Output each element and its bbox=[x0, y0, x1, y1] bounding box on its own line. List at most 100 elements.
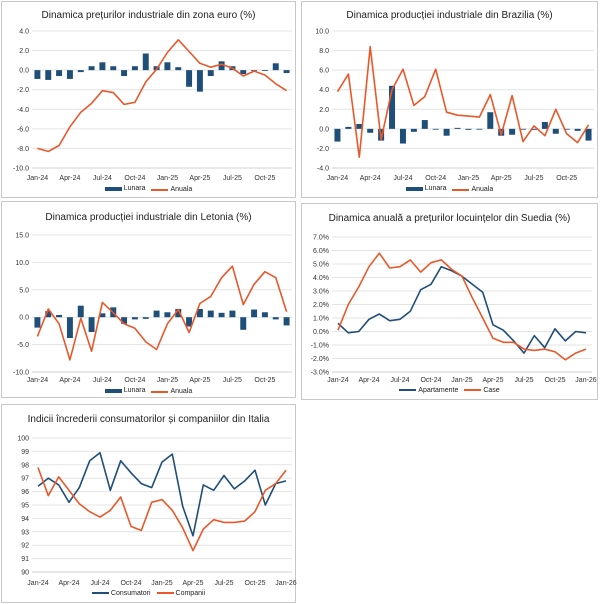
bar-lunara bbox=[399, 128, 406, 144]
y-tick-label: 95 bbox=[21, 503, 29, 510]
bar-lunara bbox=[142, 53, 149, 71]
x-tick-label: Jan-24 bbox=[27, 175, 49, 182]
legend-label: Case bbox=[483, 386, 500, 394]
bar-lunara bbox=[164, 312, 171, 318]
bar-lunara bbox=[99, 62, 106, 71]
y-tick-label: 15.0 bbox=[15, 233, 29, 240]
y-tick-label: 2.0% bbox=[313, 302, 329, 309]
x-tick-label: Jul-25 bbox=[214, 580, 233, 587]
chart-legend: Lunara Anuala bbox=[2, 387, 295, 395]
legend-label: Consumatori bbox=[110, 589, 151, 597]
legend-label: Lunara bbox=[123, 387, 146, 394]
legend-swatch-bar bbox=[104, 186, 122, 191]
legend-swatch-line bbox=[399, 389, 417, 391]
bar-lunara bbox=[476, 128, 483, 130]
bar-lunara bbox=[345, 126, 352, 129]
x-tick-label: Jul-24 bbox=[93, 377, 112, 384]
bar-lunara bbox=[261, 70, 268, 71]
x-tick-label: Oct-24 bbox=[124, 175, 145, 182]
chart-plot-area: -3.0% -2.0% -1.0% 0.0% 1.0% 2.0% 3.0% 4.0% 5.0% 6… bbox=[311, 235, 597, 385]
y-tick-label: 6.0% bbox=[313, 248, 329, 255]
chart-title: Dinamica producției industriale din Leto… bbox=[45, 212, 252, 223]
chart-brazil-industrial-production: Dinamica producției industriale din Braz… bbox=[301, 1, 598, 198]
bar-lunara bbox=[121, 317, 128, 324]
x-tick-label: Jul-24 bbox=[90, 580, 109, 587]
chart-italy-confidence: Indicii încrederii consumatorilor și com… bbox=[1, 404, 297, 603]
bar-lunara bbox=[421, 120, 428, 129]
bar-lunara bbox=[229, 310, 236, 318]
y-tick-label: -4.0 bbox=[317, 166, 329, 173]
chart-title: Dinamica anuală a prețurilor locuințelor… bbox=[328, 213, 571, 224]
legend-item-companii: Companii bbox=[156, 590, 205, 597]
chart-plot-area: -10.0 -5.0 0.0 5.0 10.0 15.0 Jan-24 Apr-24 Jul-2… bbox=[13, 233, 292, 384]
bar-lunara bbox=[45, 311, 52, 318]
y-tick-label: -6.0 bbox=[17, 126, 29, 133]
y-tick-label: 0.0% bbox=[313, 329, 329, 336]
bar-lunara bbox=[563, 128, 570, 130]
chart-plot-area: -4.0 -2.0 0.0 2.0 4.0 6.0 8.0 10.0 Jan-24 Apr-24 J… bbox=[315, 29, 594, 182]
x-tick-label: Apr-25 bbox=[189, 175, 210, 182]
line-series-anuala bbox=[37, 38, 288, 153]
y-tick-label: 91 bbox=[21, 556, 29, 563]
bar-lunara bbox=[196, 70, 203, 92]
x-tick-label: Jul-24 bbox=[393, 175, 412, 182]
y-tick-label: -3.0% bbox=[311, 370, 329, 377]
y-tick-label: -2.0% bbox=[311, 356, 329, 363]
bar-lunara bbox=[334, 128, 341, 142]
bar-lunara bbox=[218, 61, 225, 71]
bar-lunara bbox=[45, 70, 52, 80]
legend-item-consumatori: Consumatori bbox=[91, 589, 151, 597]
x-tick-label: Jan-25 bbox=[157, 377, 179, 384]
bar-lunara bbox=[164, 62, 171, 71]
bar-lunara bbox=[34, 70, 41, 79]
x-tick-label: Apr-24 bbox=[358, 377, 379, 384]
chart-legend: Apartamente Case bbox=[302, 386, 597, 394]
chart-title: Indicii încrederii consumatorilor și com… bbox=[27, 414, 270, 425]
bar-lunara bbox=[283, 70, 290, 74]
bar-lunara bbox=[88, 317, 95, 332]
bar-lunara bbox=[432, 128, 439, 130]
x-tick-label: Oct-24 bbox=[420, 377, 441, 384]
legend-swatch-line bbox=[91, 592, 109, 594]
x-tick-label: Jan-25 bbox=[451, 377, 473, 384]
bar-lunara bbox=[585, 128, 592, 141]
bar-lunara bbox=[283, 317, 290, 326]
x-tick-label: Jul-25 bbox=[524, 175, 543, 182]
bar-lunara bbox=[356, 123, 363, 129]
x-tick-label: Apr-24 bbox=[360, 175, 381, 182]
y-tick-label: 94 bbox=[21, 516, 29, 523]
legend-item-lunara: Lunara bbox=[104, 387, 146, 394]
y-tick-label: 6.0 bbox=[319, 68, 329, 75]
line-series-companii bbox=[37, 467, 287, 552]
legend-label: Lunara bbox=[123, 185, 146, 192]
line-series-anuala bbox=[36, 265, 288, 361]
bar-lunara bbox=[66, 317, 73, 339]
x-tick-label: Oct-25 bbox=[254, 377, 275, 384]
x-tick-label: Oct-25 bbox=[244, 580, 265, 587]
y-tick-label: 5.0 bbox=[19, 287, 29, 294]
legend-item-anuala: Anuala bbox=[151, 388, 192, 395]
legend-item-case: Case bbox=[464, 386, 500, 394]
bar-lunara bbox=[240, 70, 247, 75]
chart-plot-area: 90 91 92 93 94 95 96 97 98 99 100 Jan-24 Apr-24 Jul-2… bbox=[17, 436, 296, 588]
bar-lunara bbox=[574, 128, 581, 131]
bar-lunara bbox=[56, 70, 63, 77]
bar-lunara bbox=[509, 128, 516, 135]
y-tick-label: 0.0 bbox=[319, 126, 329, 133]
bar-lunara bbox=[77, 305, 84, 318]
bar-lunara bbox=[186, 317, 193, 327]
y-tick-label: -5.0 bbox=[17, 342, 29, 349]
legend-swatch-line bbox=[452, 188, 470, 191]
bar-lunara bbox=[272, 63, 279, 71]
x-tick-label: Oct-24 bbox=[120, 580, 141, 587]
chart-eurozone-producer-prices: Dinamica prețurilor industriale din zona… bbox=[1, 1, 296, 198]
legend-item-apartamente: Apartamente bbox=[399, 387, 458, 394]
bar-lunara bbox=[196, 308, 203, 318]
bar-lunara bbox=[389, 85, 396, 129]
y-tick-label: 4.0 bbox=[319, 87, 329, 94]
legend-swatch-line bbox=[464, 389, 482, 391]
y-tick-label: 99 bbox=[21, 449, 29, 456]
bar-lunara bbox=[240, 317, 247, 330]
bar-lunara bbox=[142, 317, 149, 319]
line-series-anuala bbox=[336, 45, 590, 158]
